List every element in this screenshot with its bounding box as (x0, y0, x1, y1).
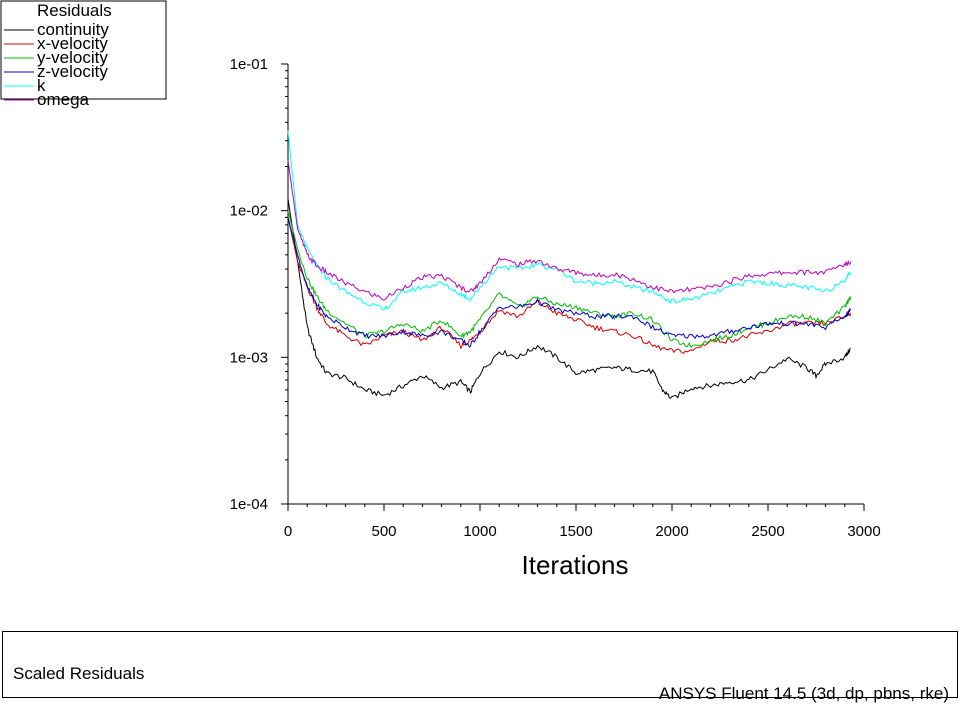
legend: Residuals continuityx-velocityy-velocity… (0, 0, 167, 109)
plot-lines (287, 130, 852, 399)
x-tick-label: 500 (371, 523, 396, 540)
legend-label-continuity: continuity (37, 20, 109, 39)
residuals-chart: Residuals continuityx-velocityy-velocity… (0, 0, 881, 580)
footer-panel: Scaled Residuals ANSYS Fluent 14.5 (3d, … (2, 631, 958, 703)
x-tick-label: 0 (284, 523, 292, 540)
axes: 0 500 1000 1500 2000 2500 3000 1e-01 1e-02 1e-03 1… (230, 56, 881, 540)
series-line-y-velocity (287, 210, 852, 349)
x-axis-label: Iterations (522, 550, 629, 580)
series-line-z-velocity (287, 217, 852, 348)
legend-label-k: k (37, 76, 46, 95)
legend-box (0, 0, 167, 100)
x-tick-label: 2000 (655, 523, 688, 540)
legend-label-omega: omega (37, 90, 90, 109)
series-line-continuity (287, 199, 851, 399)
y-tick-label: 1e-01 (230, 56, 268, 73)
y-tick-label: 1e-02 (230, 203, 268, 220)
legend-label-y-velocity: y-velocity (37, 48, 108, 67)
x-tick-label: 3000 (847, 523, 880, 540)
x-tick-label: 1000 (463, 523, 496, 540)
y-tick-label: 1e-04 (230, 496, 268, 513)
legend-title: Residuals (37, 1, 112, 20)
series-line-k (287, 130, 852, 310)
series-line-x-velocity (287, 217, 852, 355)
legend-label-x-velocity: x-velocity (37, 34, 108, 53)
legend-label-z-velocity: z-velocity (37, 62, 108, 81)
x-tick-label: 1500 (559, 523, 592, 540)
series-line-omega (287, 160, 852, 301)
y-tick-label: 1e-03 (230, 349, 268, 366)
plot-title: Scaled Residuals (13, 664, 145, 683)
x-tick-label: 2500 (751, 523, 784, 540)
solver-info: ANSYS Fluent 14.5 (3d, dp, pbns, rke) (658, 684, 949, 703)
